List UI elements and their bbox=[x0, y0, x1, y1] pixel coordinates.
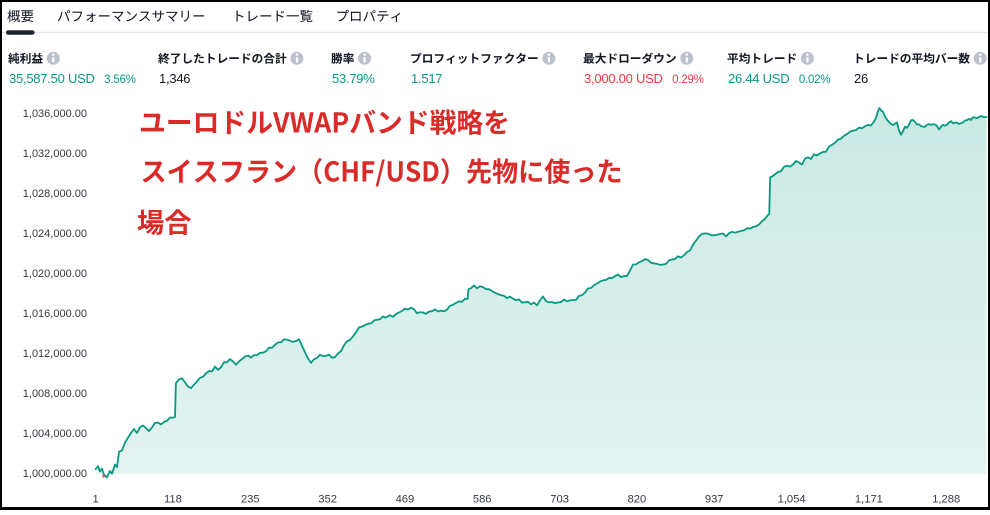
svg-text:1,020,000.00: 1,020,000.00 bbox=[23, 268, 87, 280]
svg-text:0.29%: 0.29% bbox=[672, 74, 704, 86]
svg-text:26: 26 bbox=[854, 71, 868, 86]
svg-text:1,028,000.00: 1,028,000.00 bbox=[23, 188, 87, 200]
svg-text:1,008,000.00: 1,008,000.00 bbox=[23, 388, 87, 400]
svg-text:1,024,000.00: 1,024,000.00 bbox=[23, 228, 87, 240]
svg-text:1,000,000.00: 1,000,000.00 bbox=[23, 468, 87, 480]
svg-text:35,587.50 USD: 35,587.50 USD bbox=[9, 71, 95, 86]
svg-text:586: 586 bbox=[473, 493, 492, 505]
svg-text:26.44 USD: 26.44 USD bbox=[728, 71, 789, 86]
svg-text:1.517: 1.517 bbox=[411, 71, 442, 86]
svg-text:0.02%: 0.02% bbox=[799, 74, 831, 86]
svg-text:1,004,000.00: 1,004,000.00 bbox=[23, 428, 87, 440]
svg-text:703: 703 bbox=[550, 493, 569, 505]
svg-text:235: 235 bbox=[241, 493, 260, 505]
svg-text:3.56%: 3.56% bbox=[104, 74, 136, 86]
svg-text:1,171: 1,171 bbox=[855, 493, 883, 505]
svg-text:1,032,000.00: 1,032,000.00 bbox=[23, 148, 87, 160]
svg-text:1,346: 1,346 bbox=[159, 71, 190, 86]
svg-text:820: 820 bbox=[628, 493, 647, 505]
svg-text:118: 118 bbox=[164, 493, 182, 505]
svg-text:1,288: 1,288 bbox=[932, 493, 960, 505]
svg-text:53.79%: 53.79% bbox=[332, 71, 375, 86]
svg-text:352: 352 bbox=[318, 493, 337, 505]
svg-text:1,012,000.00: 1,012,000.00 bbox=[23, 348, 87, 360]
svg-text:1,016,000.00: 1,016,000.00 bbox=[23, 308, 87, 320]
svg-text:1: 1 bbox=[92, 493, 98, 505]
svg-text:469: 469 bbox=[396, 493, 415, 505]
svg-text:1,036,000.00: 1,036,000.00 bbox=[23, 108, 87, 120]
svg-text:937: 937 bbox=[705, 493, 724, 505]
svg-text:1,054: 1,054 bbox=[778, 493, 806, 505]
svg-text:3,000.00 USD: 3,000.00 USD bbox=[584, 71, 663, 86]
